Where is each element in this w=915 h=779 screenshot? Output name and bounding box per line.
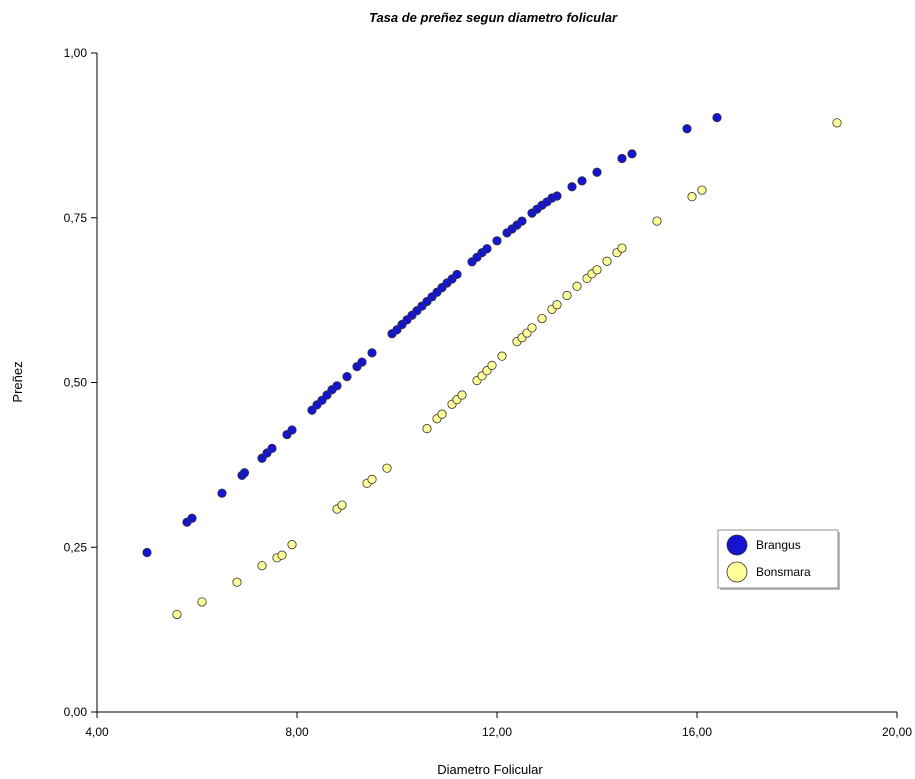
data-point-bonsmara bbox=[287, 540, 297, 550]
y-axis-label: Preñez bbox=[10, 361, 25, 402]
x-tick-label: 16,00 bbox=[682, 725, 712, 739]
data-point-bonsmara bbox=[832, 118, 842, 128]
data-point-bonsmara bbox=[617, 243, 627, 253]
data-points bbox=[142, 112, 842, 620]
data-point-brangus bbox=[492, 236, 502, 246]
data-point-bonsmara bbox=[437, 409, 447, 419]
data-point-bonsmara bbox=[422, 424, 432, 434]
x-tick-label: 8,00 bbox=[285, 725, 309, 739]
data-point-brangus bbox=[712, 112, 722, 123]
legend-marker-bonsmara bbox=[726, 561, 748, 583]
axes: 4,00 8,00 12,00 16,00 20,00 0,00 0,25 0,50 0,75 1… bbox=[64, 46, 913, 739]
data-point-brangus bbox=[452, 269, 462, 280]
data-point-bonsmara bbox=[592, 265, 602, 275]
data-point-brangus bbox=[367, 348, 377, 358]
data-point-bonsmara bbox=[277, 550, 287, 560]
data-point-brangus bbox=[567, 182, 577, 192]
data-point-bonsmara bbox=[457, 390, 467, 400]
data-point-brangus bbox=[577, 176, 587, 186]
data-point-brangus bbox=[627, 149, 637, 159]
data-point-bonsmara bbox=[527, 323, 537, 333]
data-point-brangus bbox=[617, 153, 627, 164]
data-point-brangus bbox=[287, 425, 297, 435]
data-point-brangus bbox=[552, 191, 562, 201]
x-tick-label: 12,00 bbox=[482, 725, 512, 739]
data-point-bonsmara bbox=[257, 561, 267, 571]
data-point-bonsmara bbox=[172, 609, 182, 620]
data-point-brangus bbox=[517, 216, 527, 226]
data-point-brangus bbox=[217, 488, 227, 498]
data-point-brangus bbox=[267, 443, 277, 453]
data-point-bonsmara bbox=[652, 216, 662, 226]
data-point-bonsmara bbox=[697, 185, 707, 195]
data-point-brangus bbox=[332, 381, 342, 391]
data-point-bonsmara bbox=[487, 360, 497, 370]
data-point-bonsmara bbox=[687, 192, 697, 202]
data-point-bonsmara bbox=[537, 313, 547, 324]
data-point-bonsmara bbox=[552, 300, 562, 310]
y-tick-label: 0,75 bbox=[64, 211, 88, 225]
data-point-bonsmara bbox=[337, 500, 347, 510]
data-point-brangus bbox=[592, 167, 602, 177]
x-axis-label: Diametro Folicular bbox=[437, 762, 543, 777]
data-point-bonsmara bbox=[572, 281, 582, 291]
data-point-brangus bbox=[682, 124, 692, 134]
data-point-brangus bbox=[239, 468, 250, 478]
data-point-bonsmara bbox=[497, 351, 507, 361]
legend: Brangus Bonsmara bbox=[717, 529, 840, 590]
legend-marker-brangus bbox=[726, 534, 748, 556]
legend-label-brangus: Brangus bbox=[756, 538, 801, 552]
data-point-bonsmara bbox=[197, 597, 207, 607]
y-tick-label: 0,25 bbox=[64, 540, 88, 554]
y-tick-label: 0,50 bbox=[64, 376, 88, 390]
x-tick-label: 20,00 bbox=[882, 725, 912, 739]
data-point-bonsmara bbox=[367, 474, 377, 484]
data-point-brangus bbox=[342, 371, 352, 382]
data-point-brangus bbox=[357, 357, 367, 367]
x-tick-label: 4,00 bbox=[85, 725, 109, 739]
data-point-bonsmara bbox=[602, 256, 612, 266]
chart-title: Tasa de preñez segun diametro folicular bbox=[369, 10, 618, 25]
data-point-bonsmara bbox=[382, 463, 392, 473]
data-point-bonsmara bbox=[232, 577, 242, 587]
data-point-brangus bbox=[142, 547, 152, 558]
y-tick-label: 1,00 bbox=[64, 46, 88, 60]
data-point-bonsmara bbox=[562, 290, 572, 301]
data-point-brangus bbox=[187, 513, 197, 523]
data-point-brangus bbox=[482, 244, 492, 254]
legend-label-bonsmara: Bonsmara bbox=[756, 565, 811, 579]
y-tick-label: 0,00 bbox=[64, 705, 88, 719]
